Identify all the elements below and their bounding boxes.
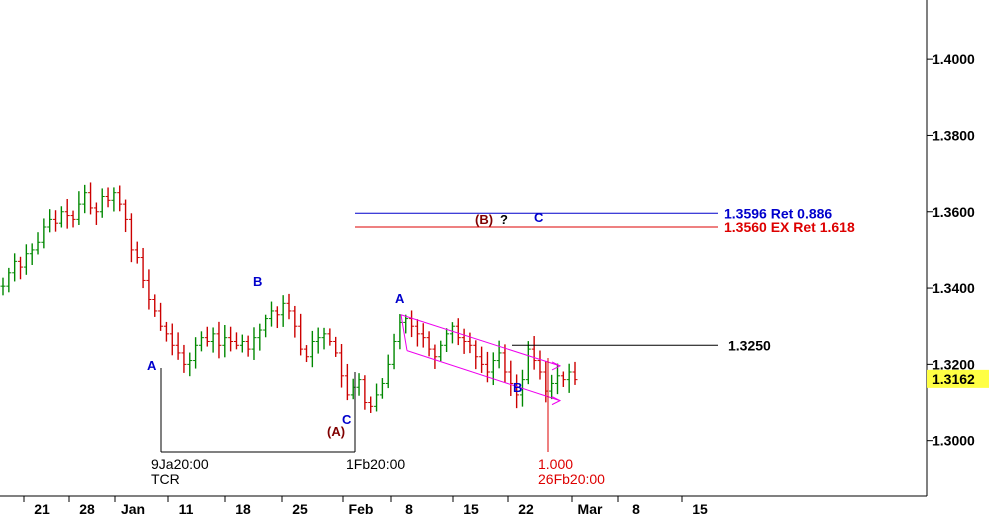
time-tick-label: 28 bbox=[79, 501, 95, 516]
time-tick-label: 21 bbox=[34, 501, 50, 516]
price-axis-ticks: 1.4000 1.3800 1.3600 1.3400 1.3200 1.3000 1.31… bbox=[927, 51, 989, 449]
current-price-box bbox=[927, 369, 989, 388]
time-axis-ticks: 21 28 Jan 11 18 25 Feb 8 15 22 Mar 8 15 bbox=[23, 496, 708, 516]
price-tick-label: 1.3800 bbox=[932, 127, 975, 143]
current-price-label: 1.3162 bbox=[932, 371, 975, 387]
channel-lower-arrow bbox=[551, 396, 562, 406]
channel-start-line bbox=[400, 314, 408, 351]
retracement-label-0886: 1.3596 Ret 0.886 bbox=[724, 205, 832, 221]
price-tick-label: 1.4000 bbox=[932, 51, 975, 67]
wave-label: A bbox=[395, 291, 405, 306]
wave-label: A bbox=[147, 358, 157, 373]
time-tick-label: 8 bbox=[632, 501, 640, 516]
price-tick-label: 1.3200 bbox=[932, 356, 975, 372]
time-tick-label: Mar bbox=[578, 501, 603, 516]
wave-label: ? bbox=[500, 212, 508, 227]
time-tick-label: 18 bbox=[235, 501, 251, 516]
marker-sublabel-26fb: 26Fb20:00 bbox=[538, 471, 605, 487]
price-tick-label: 1.3400 bbox=[932, 280, 975, 296]
wave-label: C bbox=[534, 210, 544, 225]
wave-label: C bbox=[342, 412, 352, 427]
price-bars bbox=[0, 182, 578, 413]
extension-label-1618: 1.3560 EX Ret 1.618 bbox=[724, 219, 855, 235]
wave-label: B bbox=[513, 380, 522, 395]
time-tick-label: 15 bbox=[463, 501, 479, 516]
marker-label-9ja: 9Ja20:00 bbox=[151, 456, 209, 472]
time-tick-label: 8 bbox=[405, 501, 413, 516]
time-tick-label: Feb bbox=[349, 501, 374, 516]
time-tick-label: 22 bbox=[518, 501, 534, 516]
time-tick-label: 11 bbox=[179, 501, 194, 516]
price-tick-label: 1.3000 bbox=[932, 433, 975, 449]
time-tick-label: Jan bbox=[121, 501, 145, 516]
channel-upper-line bbox=[400, 314, 561, 367]
price-tick-label: 1.3600 bbox=[932, 204, 975, 220]
time-tick-label: 15 bbox=[692, 501, 708, 516]
resistance-label-13250: 1.3250 bbox=[728, 337, 771, 353]
time-tick-label: 25 bbox=[292, 501, 308, 516]
channel-lower-line bbox=[406, 350, 561, 402]
marker-sublabel-tcr: TCR bbox=[151, 471, 180, 487]
marker-label-1fb: 1Fb20:00 bbox=[346, 456, 405, 472]
wave-label: (A) bbox=[327, 424, 345, 439]
wave-label: (B) bbox=[475, 212, 493, 227]
marker-label-ratio: 1.000 bbox=[538, 456, 573, 472]
channel-upper-arrow bbox=[551, 361, 562, 371]
wave-label: B bbox=[253, 274, 262, 289]
